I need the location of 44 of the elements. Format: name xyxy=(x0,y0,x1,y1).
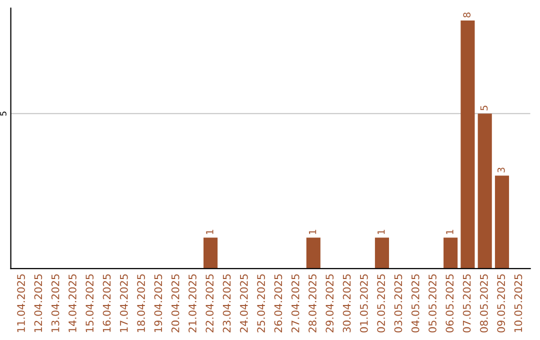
x-tick-label: 01.05.2025 xyxy=(360,274,368,332)
bar xyxy=(478,114,492,269)
x-tick-label: 15.04.2025 xyxy=(86,274,94,332)
x-tick-label: 06.05.2025 xyxy=(446,274,454,332)
x-tick-label: 14.04.2025 xyxy=(68,274,76,332)
data-label: 1 xyxy=(308,230,316,234)
data-label: 3 xyxy=(497,168,505,172)
data-label: 5 xyxy=(480,106,488,110)
x-tick-label: 26.04.2025 xyxy=(274,274,282,332)
x-tick-label: 03.05.2025 xyxy=(394,274,402,332)
x-tick-label: 08.05.2025 xyxy=(480,274,488,332)
x-tick-label: 23.04.2025 xyxy=(222,274,231,332)
bar xyxy=(204,238,218,269)
x-tick-label: 09.05.2025 xyxy=(497,274,506,332)
x-tick-label: 12.04.2025 xyxy=(34,274,42,332)
x-tick-label: 11.04.2025 xyxy=(17,274,25,332)
x-tick-label: 28.04.2025 xyxy=(308,274,316,332)
x-tick-label: 21.04.2025 xyxy=(188,274,196,332)
x-tick-label: 05.05.2025 xyxy=(428,274,436,332)
x-tick-label: 24.04.2025 xyxy=(240,274,248,332)
x-tick-label: 20.04.2025 xyxy=(171,274,180,332)
bar xyxy=(460,20,475,269)
x-tick-label: 30.04.2025 xyxy=(342,274,351,332)
x-tick-label: 27.04.2025 xyxy=(291,274,300,332)
x-tick-label: 10.05.2025 xyxy=(514,274,522,332)
x-tick-label: 22.04.2025 xyxy=(206,274,214,332)
x-tick-label: 18.04.2025 xyxy=(137,274,145,332)
x-tick-label: 13.04.2025 xyxy=(51,274,60,332)
bar xyxy=(306,238,320,269)
x-tick-label: 16.04.2025 xyxy=(102,274,111,332)
x-tick-label: 19.04.2025 xyxy=(154,274,162,332)
x-tick-label: 07.05.2025 xyxy=(462,274,471,332)
data-label: 8 xyxy=(463,12,471,18)
bar xyxy=(494,176,510,269)
bar xyxy=(374,238,390,269)
data-label: 1 xyxy=(206,230,214,234)
x-tick-label: 17.04.2025 xyxy=(120,274,128,332)
x-tick-label: 25.04.2025 xyxy=(257,274,265,332)
data-label: 1 xyxy=(378,230,385,234)
x-tick-label: 02.05.2025 xyxy=(377,274,385,332)
x-tick-label: 04.05.2025 xyxy=(411,274,420,332)
data-label: 1 xyxy=(446,230,454,234)
bar xyxy=(444,238,458,269)
x-tick-label: 29.04.2025 xyxy=(326,274,334,332)
